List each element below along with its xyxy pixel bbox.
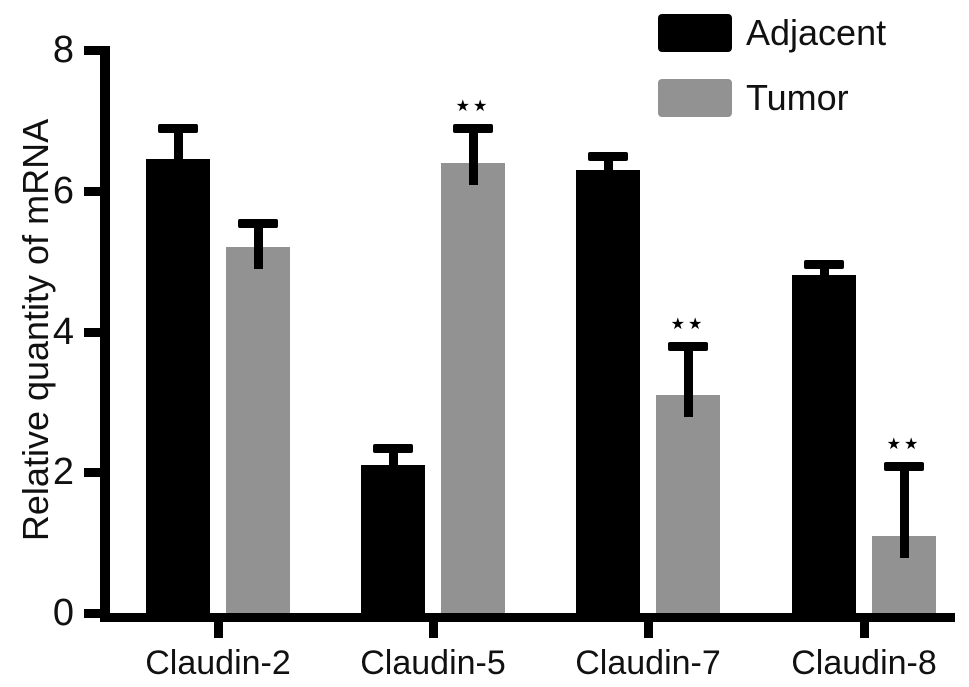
- error-stem-tumor-claudin-2: [253, 225, 263, 270]
- y-tick: [84, 327, 100, 337]
- bar-tumor-claudin-7: [656, 394, 720, 613]
- legend-label-tumor: Tumor: [746, 77, 849, 118]
- error-cap-tumor-claudin-8: [884, 461, 924, 471]
- y-tick-label: 2: [52, 451, 74, 494]
- legend: Adjacent Tumor: [658, 14, 886, 117]
- bar-tumor-claudin-5: [441, 162, 505, 613]
- y-tick-label: 0: [52, 592, 74, 634]
- significance-marker-tumor-claudin-7: ★★: [670, 316, 706, 334]
- y-axis-line: [100, 46, 110, 622]
- y-tick-label: 8: [52, 29, 74, 71]
- y-tick: [84, 609, 100, 618]
- error-stem-adjacent-claudin-5: [388, 451, 398, 488]
- legend-swatch-adjacent-icon: [658, 14, 732, 52]
- error-cap-adjacent-claudin-5: [373, 444, 413, 454]
- error-stem-adjacent-claudin-2: [173, 130, 183, 182]
- error-cap-tumor-claudin-2: [238, 218, 278, 228]
- x-axis-line: [100, 613, 955, 622]
- legend-swatch-tumor-icon: [658, 79, 732, 117]
- error-cap-adjacent-claudin-7: [588, 152, 628, 162]
- legend-label-adjacent: Adjacent: [746, 12, 887, 53]
- y-tick: [84, 46, 100, 55]
- x-tick: [428, 622, 438, 638]
- bar-tumor-claudin-2: [226, 247, 290, 613]
- y-tick-label: 6: [52, 169, 74, 212]
- error-cap-adjacent-claudin-8: [804, 259, 844, 269]
- error-cap-adjacent-claudin-2: [158, 123, 198, 133]
- bar-adjacent-claudin-2: [146, 159, 210, 613]
- error-stem-tumor-claudin-5: [468, 130, 478, 185]
- legend-item-tumor: Tumor: [658, 79, 886, 117]
- y-tick-label: 4: [52, 310, 74, 353]
- x-tick: [213, 622, 223, 638]
- legend-item-adjacent: Adjacent: [658, 14, 886, 52]
- error-stem-tumor-claudin-8: [899, 468, 909, 558]
- bar-adjacent-claudin-5: [361, 465, 425, 613]
- x-tick: [643, 622, 653, 638]
- y-tick: [84, 186, 100, 196]
- error-stem-tumor-claudin-7: [683, 349, 693, 417]
- x-axis-label-claudin-5: Claudin-5: [360, 644, 506, 682]
- significance-marker-tumor-claudin-5: ★★: [455, 97, 491, 115]
- bar-adjacent-claudin-8: [792, 275, 856, 613]
- x-tick: [859, 622, 869, 638]
- error-stem-adjacent-claudin-8: [819, 266, 829, 298]
- bar-adjacent-claudin-7: [576, 169, 640, 613]
- error-cap-tumor-claudin-7: [668, 342, 708, 352]
- y-tick: [84, 468, 100, 478]
- error-cap-tumor-claudin-5: [453, 123, 493, 133]
- x-axis-label-claudin-8: Claudin-8: [791, 644, 937, 682]
- error-stem-adjacent-claudin-7: [603, 159, 613, 192]
- x-axis-label-claudin-7: Claudin-7: [575, 644, 721, 682]
- significance-marker-tumor-claudin-8: ★★: [886, 435, 922, 453]
- x-axis-label-claudin-2: Claudin-2: [145, 644, 291, 682]
